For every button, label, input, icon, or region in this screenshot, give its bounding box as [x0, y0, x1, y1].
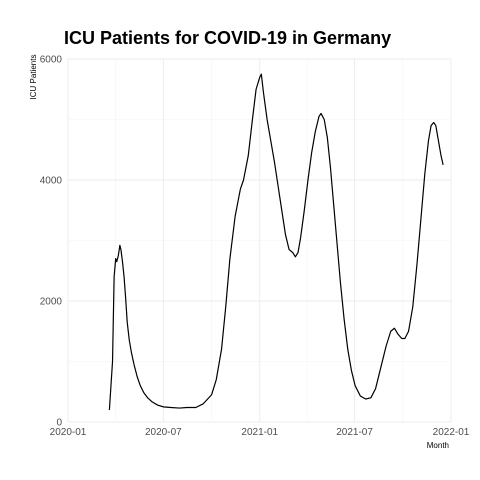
- y-tick-label: 4000: [40, 176, 63, 187]
- x-tick-label: 2020-07: [145, 427, 182, 438]
- x-tick-label: 2021-01: [241, 427, 278, 438]
- x-axis-ticks: 2020-01 2020-07 2021-01 2021-07 2022-01: [50, 427, 470, 438]
- y-axis-ticks: 0 2000 4000 6000: [40, 55, 63, 429]
- major-gridlines: [67, 58, 452, 423]
- y-axis-title: ICU Patients: [29, 55, 38, 100]
- chart-title: ICU Patients for COVID-19 in Germany: [64, 28, 391, 48]
- y-tick-label: 6000: [40, 55, 63, 66]
- x-tick-label: 2022-01: [433, 427, 470, 438]
- series-layer: [108, 73, 444, 410]
- y-tick-label: 0: [56, 418, 62, 429]
- x-axis-title: Month: [427, 441, 449, 450]
- series-line: [108, 73, 444, 410]
- y-tick-label: 2000: [40, 297, 63, 308]
- x-tick-label: 2021-07: [336, 427, 373, 438]
- x-tick-label: 2020-01: [50, 427, 87, 438]
